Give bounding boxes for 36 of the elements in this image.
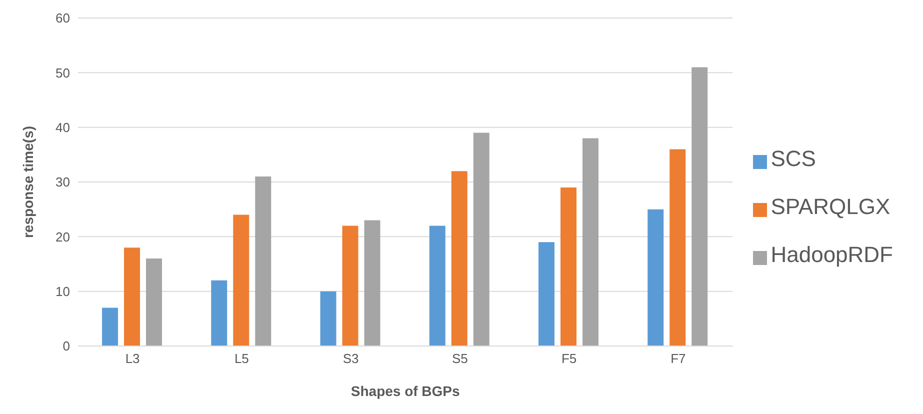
y-tick-label: 50: [56, 65, 70, 80]
y-tick-label: 20: [56, 229, 70, 244]
y-tick-label: 40: [56, 120, 70, 135]
bar: [233, 214, 250, 346]
bar: [692, 67, 708, 346]
bar: [320, 291, 336, 346]
bar: [429, 226, 446, 346]
bar: [102, 308, 118, 346]
bar: [582, 138, 598, 346]
bar: [124, 248, 140, 346]
bar: [648, 209, 664, 346]
bar: [670, 149, 686, 346]
y-tick-label: 0: [62, 338, 70, 354]
bar: [538, 242, 554, 346]
bar: [364, 220, 380, 346]
bar: [473, 132, 490, 346]
bar: [342, 226, 358, 346]
bar: [146, 258, 162, 346]
legend-label: HadoopRDF: [770, 242, 893, 267]
y-tick-label: 30: [56, 174, 70, 190]
x-tick-label: S3: [342, 351, 359, 366]
bar: [211, 280, 228, 346]
x-axis-title: Shapes of BGPs: [350, 383, 460, 399]
y-tick-label: 10: [56, 284, 70, 299]
y-tick-label: 60: [56, 10, 70, 26]
x-tick-label: F5: [561, 351, 577, 366]
legend-label: SPARQLGX: [770, 194, 890, 219]
x-tick-label: S5: [452, 351, 468, 366]
x-tick-label: L3: [125, 351, 140, 366]
bar: [560, 187, 576, 346]
x-tick-label: F7: [670, 351, 686, 366]
legend-label: SCS: [770, 146, 816, 171]
x-tick-label: L5: [234, 351, 249, 366]
bar: [255, 176, 272, 346]
y-axis-title: response time(s): [20, 126, 36, 238]
bar: [451, 171, 468, 346]
